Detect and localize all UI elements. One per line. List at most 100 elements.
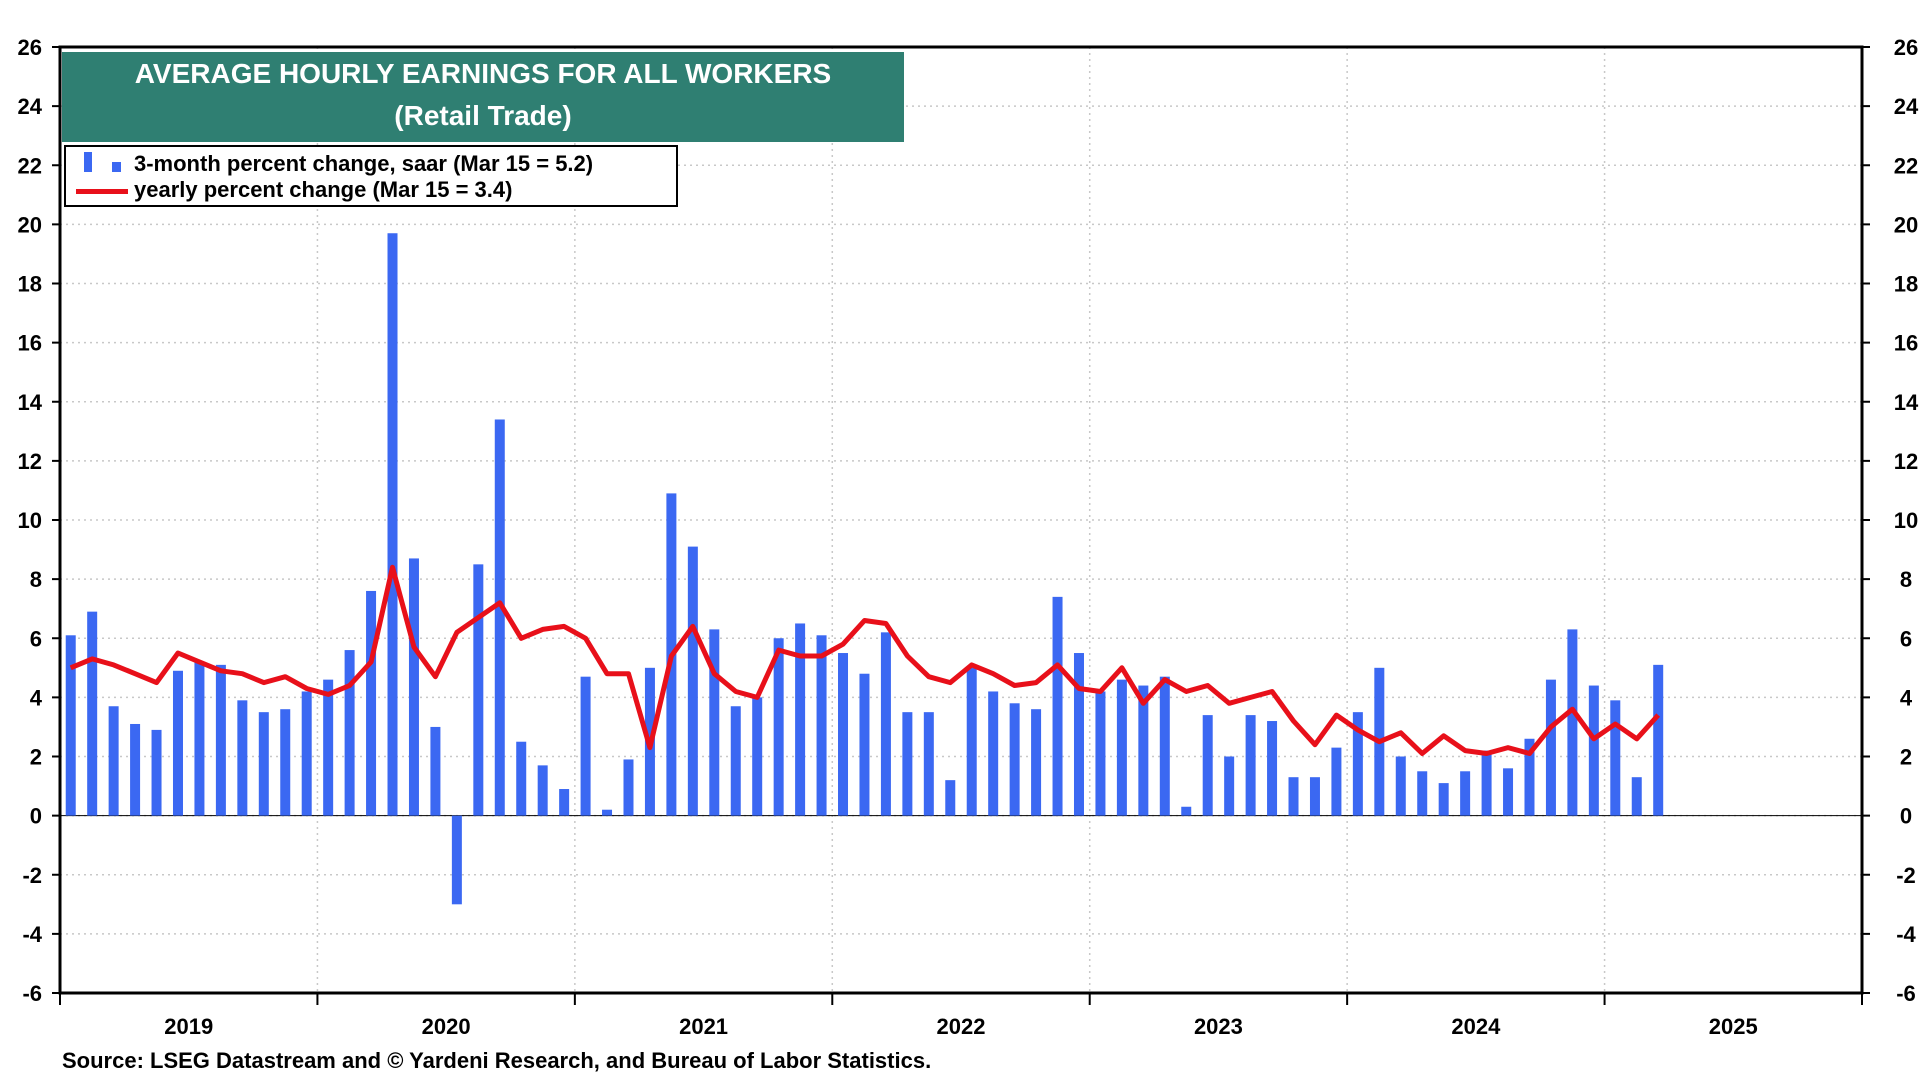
y-tick-label-left: 26 (18, 35, 42, 60)
bar (945, 780, 956, 816)
bar (966, 667, 977, 816)
bar (623, 759, 634, 816)
y-tick-label-right: 12 (1894, 449, 1918, 474)
legend-label-yearly: yearly percent change (Mar 15 = 3.4) (134, 177, 513, 202)
bar (65, 635, 76, 816)
bar (1009, 703, 1020, 816)
y-tick-label-right: 14 (1894, 390, 1919, 415)
bar (559, 789, 570, 816)
bar (795, 623, 806, 816)
y-tick-label-right: -2 (1896, 863, 1916, 888)
bar (773, 638, 784, 816)
line-swatch-icon (66, 180, 134, 200)
bar (880, 632, 891, 816)
bar (108, 706, 119, 816)
bar (1288, 777, 1299, 816)
bar (1202, 715, 1213, 816)
y-tick-label-left: 0 (30, 804, 42, 829)
bar (730, 706, 741, 816)
bar (151, 729, 162, 816)
legend-label-3month: 3-month percent change, saar (Mar 15 = 5… (134, 151, 594, 176)
y-tick-label-left: 16 (18, 331, 42, 356)
x-year-label: 2024 (1451, 1014, 1501, 1039)
bar (1631, 777, 1642, 816)
bar (194, 661, 205, 816)
bar (1395, 756, 1406, 816)
bar (752, 697, 763, 816)
bar (580, 676, 591, 816)
y-tick-label-right: -4 (1896, 922, 1916, 947)
y-tick-label-right: 24 (1894, 94, 1919, 119)
y-tick-label-left: 24 (18, 94, 43, 119)
chart-subtitle: (Retail Trade) (394, 100, 572, 131)
legend-item-yearly: yearly percent change (Mar 15 = 3.4) (66, 177, 512, 203)
y-tick-label-left: 4 (30, 685, 43, 710)
bar (280, 709, 291, 816)
bar (1245, 715, 1256, 816)
bar (1073, 653, 1084, 816)
legend: 3-month percent change, saar (Mar 15 = 5… (64, 145, 678, 207)
bar (494, 419, 505, 816)
bar (1181, 806, 1192, 816)
bar (1588, 685, 1599, 816)
bar (130, 723, 141, 816)
x-year-label: 2021 (679, 1014, 728, 1039)
bar (838, 653, 849, 816)
bar (387, 233, 398, 816)
y-tick-label-right: 26 (1894, 35, 1918, 60)
y-tick-label-left: 12 (18, 449, 42, 474)
y-tick-label-right: 2 (1900, 745, 1912, 770)
bar (687, 546, 698, 816)
bar (902, 712, 913, 816)
bar (816, 635, 827, 816)
bar (87, 611, 98, 816)
bar (602, 809, 613, 816)
bar (1159, 676, 1170, 816)
y-tick-label-left: -4 (22, 922, 42, 947)
legend-item-3month: 3-month percent change, saar (Mar 15 = 5… (66, 151, 593, 177)
bar (1267, 721, 1278, 816)
bar (516, 741, 527, 816)
bar (473, 564, 484, 816)
y-tick-label-right: 10 (1894, 508, 1918, 533)
chart-title: AVERAGE HOURLY EARNINGS FOR ALL WORKERS (134, 58, 832, 89)
bar (537, 765, 548, 816)
bar (1524, 738, 1535, 816)
x-year-label: 2023 (1194, 1014, 1243, 1039)
y-tick-label-left: 20 (18, 212, 42, 237)
y-tick-label-right: 8 (1900, 567, 1912, 592)
bar (1031, 709, 1042, 816)
bar (1052, 596, 1063, 816)
y-tick-label-right: 20 (1894, 212, 1918, 237)
y-tick-label-right: 18 (1894, 272, 1918, 297)
y-tick-label-left: -6 (22, 981, 42, 1006)
y-tick-label-left: 18 (18, 272, 42, 297)
y-tick-label-right: 22 (1894, 153, 1918, 178)
bar (1567, 629, 1578, 816)
y-tick-label-right: 4 (1900, 685, 1913, 710)
bar (215, 664, 226, 816)
bar-swatch-icon (66, 152, 134, 174)
bar (1653, 664, 1664, 816)
bar (988, 691, 999, 816)
bar (1481, 750, 1492, 816)
bar (451, 815, 462, 905)
bar (1545, 679, 1556, 816)
y-tick-label-right: 0 (1900, 804, 1912, 829)
bar (1331, 747, 1342, 816)
bar-series (65, 233, 1664, 905)
y-tick-label-right: -6 (1896, 981, 1916, 1006)
y-tick-label-left: -2 (22, 863, 42, 888)
x-year-label: 2025 (1709, 1014, 1758, 1039)
y-tick-label-left: 2 (30, 745, 42, 770)
x-year-label: 2019 (164, 1014, 213, 1039)
y-tick-label-left: 22 (18, 153, 42, 178)
bar (258, 712, 269, 816)
bar (1417, 771, 1428, 816)
bar (1095, 691, 1106, 816)
bar (323, 679, 334, 816)
bar (1352, 712, 1363, 816)
bar (923, 712, 934, 816)
